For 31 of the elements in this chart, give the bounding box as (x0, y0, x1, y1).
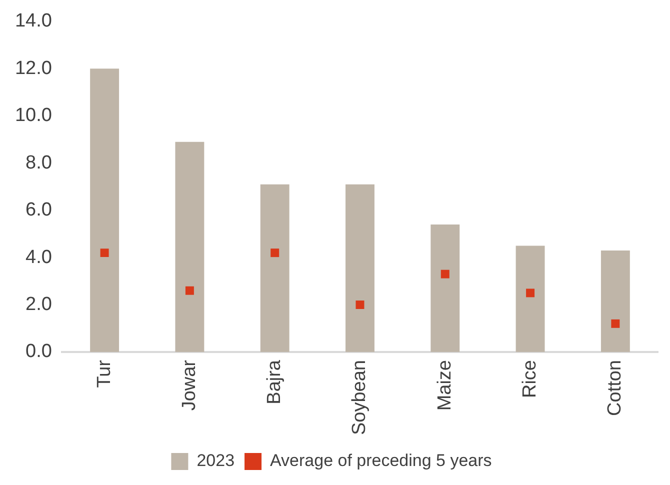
bar (260, 184, 290, 352)
bar (90, 68, 120, 352)
bar (346, 184, 374, 352)
y-tick-label: 14.0 (14, 10, 52, 32)
point (185, 286, 194, 295)
point (356, 300, 364, 310)
point (611, 319, 620, 328)
bar (175, 142, 204, 352)
x-tick-label: Soybean (349, 360, 370, 436)
bar (600, 250, 630, 352)
x-tick-label: Tur (94, 359, 115, 388)
y-tick-label: 10.0 (14, 105, 52, 126)
x-tick-label: Rice (520, 360, 541, 398)
x-tick-label: Jowar (178, 359, 200, 411)
x-tick-label: Bajra (264, 360, 286, 404)
bar (430, 224, 460, 352)
y-tick-label: 0.0 (26, 341, 52, 362)
legend-label: 2023 (196, 451, 235, 470)
point (440, 270, 450, 278)
point (270, 248, 280, 258)
x-tick-label: Cotton (604, 360, 626, 416)
x-tick-label: Maize (434, 360, 456, 411)
legend-label: Average of preceding 5 years (270, 451, 492, 470)
y-tick-label: 2.0 (26, 294, 52, 315)
y-tick-label: 4.0 (26, 246, 52, 268)
y-tick-label: 12.0 (14, 58, 52, 79)
y-tick-label: 8.0 (26, 152, 52, 174)
point (526, 288, 535, 298)
bar (516, 246, 545, 352)
y-tick-label: 6.0 (26, 200, 52, 221)
point (100, 248, 109, 258)
